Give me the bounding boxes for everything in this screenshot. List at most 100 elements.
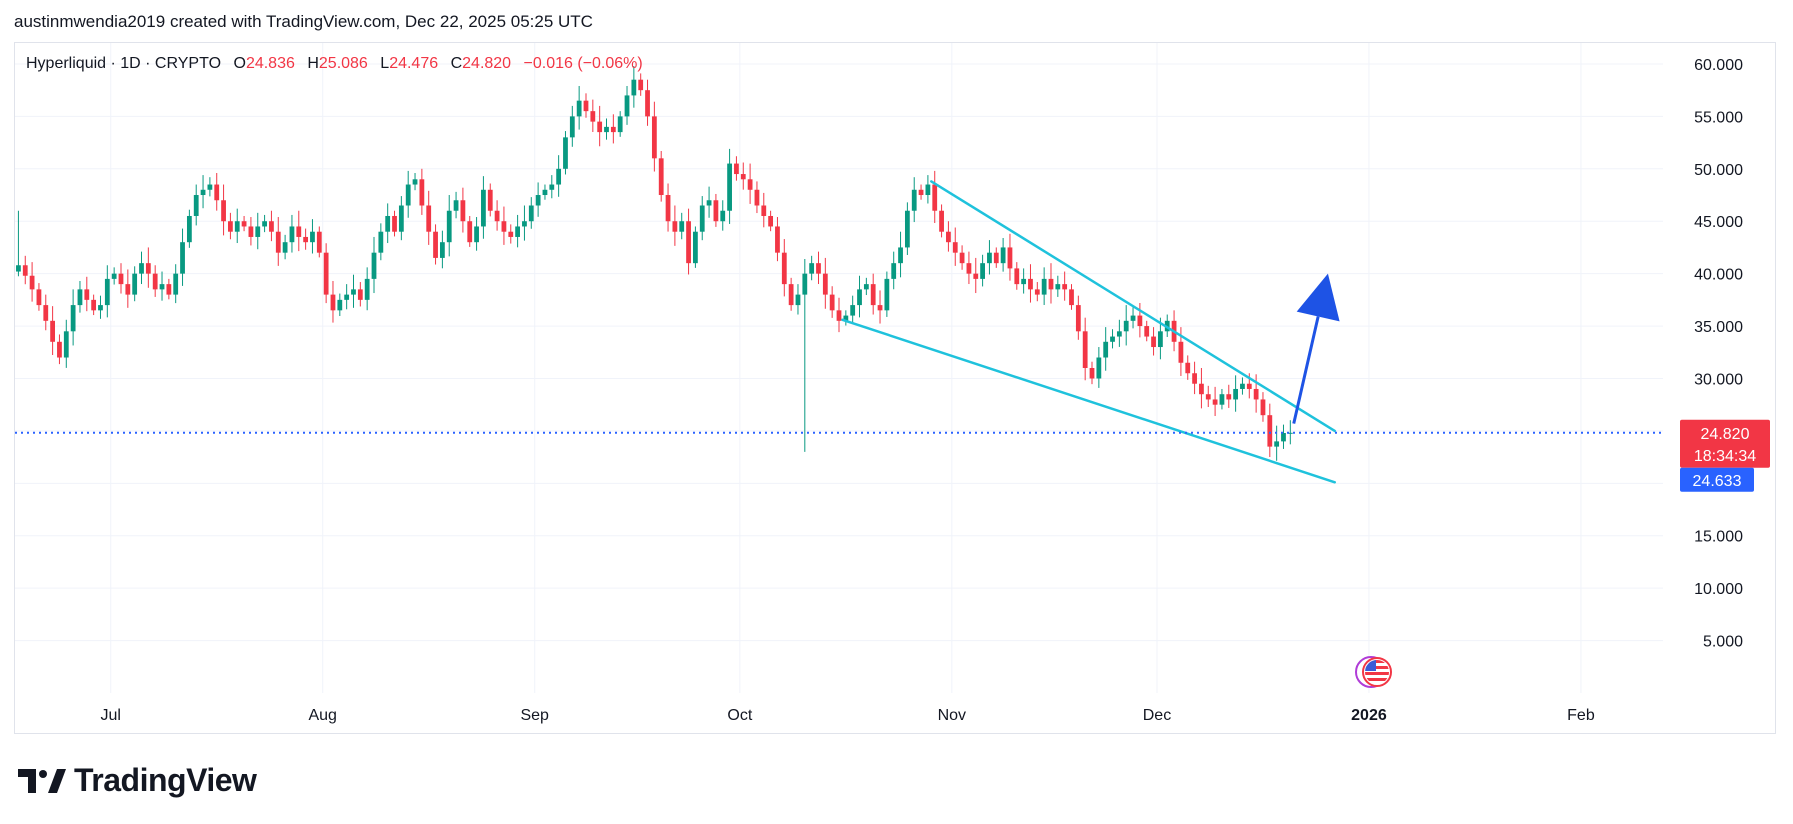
candle-body bbox=[740, 174, 746, 180]
candle-body bbox=[604, 126, 609, 133]
candle-body bbox=[713, 200, 719, 222]
candle-body bbox=[959, 252, 965, 264]
close-label: C bbox=[450, 55, 463, 72]
candle-body bbox=[139, 263, 144, 274]
candle bbox=[481, 176, 486, 239]
candle bbox=[836, 297, 842, 333]
candle-body bbox=[405, 184, 411, 206]
candle bbox=[747, 163, 753, 204]
candle bbox=[22, 255, 28, 285]
candle-body bbox=[70, 305, 76, 332]
time-axis: Jul Aug Sep Oct Nov Dec 2026 Feb bbox=[101, 707, 1595, 724]
candle-body bbox=[1007, 247, 1013, 269]
candle bbox=[1130, 307, 1136, 329]
candle-body bbox=[16, 265, 21, 272]
candle-body bbox=[925, 184, 931, 196]
arrow-head bbox=[1296, 273, 1340, 322]
candle-body bbox=[1287, 432, 1293, 434]
candle bbox=[378, 223, 384, 261]
candle bbox=[925, 175, 931, 204]
tradingview-brand[interactable]: TradingView bbox=[18, 762, 257, 799]
candle bbox=[604, 118, 609, 140]
candle bbox=[439, 230, 445, 269]
candle bbox=[850, 295, 856, 325]
candle-body bbox=[337, 299, 343, 311]
candle bbox=[1048, 263, 1054, 304]
candle bbox=[248, 217, 254, 246]
candle bbox=[351, 274, 356, 308]
symbol-name: Hyperliquid · 1D · CRYPTO bbox=[26, 55, 222, 72]
candle bbox=[166, 278, 172, 300]
candle bbox=[1233, 375, 1239, 412]
candle-body bbox=[1205, 394, 1211, 400]
flag-icon[interactable] bbox=[1355, 656, 1392, 688]
candle bbox=[316, 226, 322, 258]
candle bbox=[658, 150, 664, 202]
candle bbox=[528, 197, 534, 229]
candle-body bbox=[104, 278, 110, 306]
candle bbox=[1253, 374, 1259, 413]
candle-body bbox=[193, 195, 199, 216]
candle bbox=[310, 219, 315, 254]
candle bbox=[392, 210, 397, 237]
candle bbox=[1205, 385, 1211, 407]
high-value: 25.086 bbox=[318, 55, 368, 72]
candle-body bbox=[1199, 383, 1204, 395]
candle-body bbox=[221, 200, 226, 222]
candle-body bbox=[1130, 315, 1136, 321]
candle-body bbox=[624, 95, 630, 117]
candle-body bbox=[576, 100, 582, 117]
candle bbox=[781, 239, 787, 297]
low-value: 24.476 bbox=[389, 55, 439, 72]
candle bbox=[973, 257, 979, 294]
candle-body bbox=[1226, 394, 1232, 400]
x-tick-label: 2026 bbox=[1351, 707, 1387, 724]
candle-body bbox=[1144, 326, 1150, 337]
candle bbox=[487, 183, 493, 217]
candle bbox=[467, 215, 473, 247]
candle bbox=[57, 334, 62, 365]
arrow-shaft bbox=[1292, 316, 1320, 424]
candle bbox=[802, 258, 808, 452]
low-label: L bbox=[380, 55, 390, 72]
candle bbox=[822, 257, 828, 309]
candle-body bbox=[344, 294, 350, 300]
candle bbox=[590, 99, 596, 133]
candle bbox=[214, 173, 220, 211]
change-value: −0.016 (−0.06%) bbox=[523, 55, 643, 72]
candle bbox=[1281, 424, 1286, 449]
candle-body bbox=[351, 289, 356, 295]
candle bbox=[1096, 347, 1102, 388]
candle bbox=[1082, 317, 1088, 381]
candle-body bbox=[398, 205, 404, 232]
candle bbox=[679, 212, 685, 240]
candle-body bbox=[522, 221, 527, 227]
candle bbox=[993, 247, 999, 268]
candle-body bbox=[781, 252, 787, 285]
candle-body bbox=[528, 205, 534, 222]
candle-body bbox=[29, 275, 35, 290]
candle-body bbox=[419, 179, 425, 206]
price-tags: 24.820 18:34:34 24.633 bbox=[15, 419, 1770, 492]
candle bbox=[672, 205, 678, 246]
candle bbox=[645, 79, 650, 126]
candle bbox=[556, 155, 562, 197]
candle-body bbox=[747, 179, 753, 190]
candle bbox=[535, 182, 541, 217]
candle bbox=[152, 265, 158, 297]
candle-body bbox=[1021, 278, 1027, 285]
candle bbox=[139, 251, 144, 285]
candle-body bbox=[1116, 331, 1122, 337]
candle-body bbox=[863, 284, 869, 290]
candle-body bbox=[638, 79, 644, 91]
y-tick-label: 60.000 bbox=[1694, 57, 1743, 74]
candle-body bbox=[200, 189, 206, 196]
candle bbox=[43, 294, 49, 331]
candle bbox=[809, 255, 815, 281]
countdown-timer: 18:34:34 bbox=[1694, 448, 1756, 465]
candle bbox=[303, 228, 309, 250]
candle-body bbox=[850, 305, 856, 316]
candle bbox=[289, 214, 295, 253]
symbol-legend[interactable]: Hyperliquid · 1D · CRYPTO O24.836 H25.08… bbox=[26, 55, 643, 73]
